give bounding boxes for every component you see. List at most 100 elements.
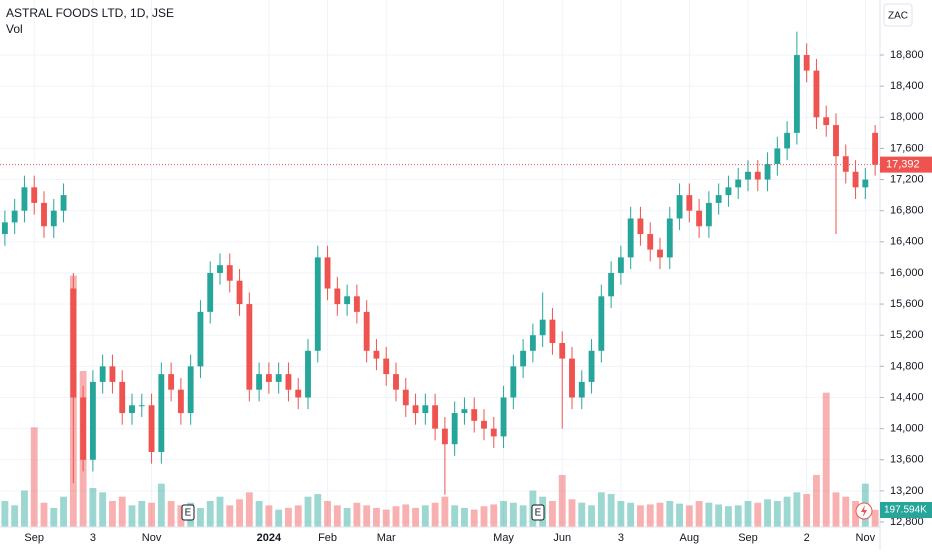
volume-bar: [197, 507, 204, 527]
x-tick-label: Jun: [553, 532, 571, 544]
volume-bar: [783, 496, 791, 527]
candle-body: [70, 288, 77, 398]
volume-bar: [21, 490, 28, 527]
volume-bar: [402, 504, 410, 527]
candle-body: [461, 409, 468, 414]
earnings-marker[interactable]: E: [181, 504, 195, 521]
volume-bar: [50, 507, 58, 527]
candle-body: [109, 366, 116, 382]
volume-bar: [333, 505, 341, 527]
volume-bar: [813, 475, 820, 527]
candle-body: [168, 374, 175, 390]
candle-body: [432, 405, 439, 429]
candle-body: [754, 171, 761, 180]
volume-bar: [89, 488, 97, 527]
candle-body: [393, 374, 399, 390]
candle-body: [793, 55, 800, 133]
volume-bar: [519, 505, 527, 527]
y-tick-label: 13,600: [890, 454, 924, 466]
volume-bar: [275, 509, 283, 527]
candle-body: [422, 405, 429, 414]
volume-bar: [793, 492, 801, 527]
volume-bar: [509, 502, 517, 527]
candle-body: [344, 296, 351, 305]
volume-bar: [255, 501, 263, 527]
candle-body: [451, 413, 458, 445]
candle-body: [217, 265, 223, 273]
earnings-box: [531, 504, 545, 521]
candle-body: [305, 350, 311, 398]
candle-body: [226, 265, 233, 281]
candle-body: [862, 179, 869, 188]
volume-bar: [412, 507, 419, 527]
candle-body: [500, 397, 507, 437]
candle-body: [803, 55, 810, 71]
candles: [0, 31, 880, 495]
volume-bar: [60, 496, 67, 527]
x-tick-label: 3: [90, 532, 96, 544]
volume-bar: [294, 505, 302, 527]
volume-bar: [1, 501, 9, 527]
volume-bar: [285, 507, 292, 527]
y-tick-label: 14,800: [890, 360, 924, 372]
earnings-marker[interactable]: E: [531, 504, 545, 521]
volume-bar: [764, 499, 771, 527]
candle-body: [823, 117, 830, 126]
volume-bar: [109, 501, 116, 527]
last-volume-box: [880, 502, 932, 518]
volume-bar: [226, 505, 234, 527]
y-tick-label: 18,800: [890, 49, 924, 61]
candle-body: [559, 343, 566, 359]
volume-bar: [842, 496, 850, 527]
currency-box[interactable]: [883, 3, 913, 27]
volume-bar: [167, 501, 175, 527]
candle-body: [745, 171, 751, 180]
candle-body: [520, 350, 527, 367]
volume-bar: [206, 501, 214, 527]
volume-bar: [265, 505, 273, 527]
volume-bar: [705, 502, 713, 527]
volume-bar: [177, 505, 185, 527]
candle-body: [490, 428, 497, 437]
candle-body: [50, 210, 57, 227]
volume-bar: [597, 492, 605, 527]
candle-body: [735, 179, 742, 188]
y-tick-label: 17,200: [890, 173, 924, 185]
candle-body: [569, 358, 575, 398]
candle-body: [842, 156, 849, 172]
volume-bar: [30, 427, 38, 527]
volume-bar: [803, 494, 811, 527]
volume-bar: [852, 501, 859, 527]
volume-bar: [588, 505, 595, 527]
candle-body: [21, 187, 28, 211]
volume-bar: [685, 505, 693, 527]
candle-body: [539, 319, 546, 336]
y-tick-label: 17,600: [890, 142, 924, 154]
candle-body: [1, 222, 8, 235]
candle-body: [60, 195, 67, 211]
candle-body: [578, 381, 585, 398]
candle-body: [608, 272, 615, 297]
y-tick-label: 16,800: [890, 205, 924, 217]
x-tick-label: Mar: [377, 532, 396, 544]
candle-body: [725, 187, 732, 196]
volume-bar: [695, 501, 703, 527]
volume-bar: [637, 505, 644, 527]
candle-body: [510, 366, 517, 398]
volume-bar: [578, 502, 586, 527]
volume-bar: [373, 507, 380, 527]
candle-body: [402, 389, 409, 406]
candle-body: [383, 358, 390, 375]
candle-body: [764, 163, 771, 180]
x-tick-label: May: [493, 532, 514, 544]
volume-bar: [99, 492, 107, 527]
candle-body: [99, 366, 106, 382]
candle-body: [617, 257, 624, 273]
volume-bar: [451, 505, 459, 527]
candle-body: [696, 210, 703, 227]
candle-body: [207, 272, 214, 312]
y-tick-label: 16,400: [890, 236, 924, 248]
candle-body: [148, 405, 155, 452]
candle-body: [138, 405, 145, 407]
